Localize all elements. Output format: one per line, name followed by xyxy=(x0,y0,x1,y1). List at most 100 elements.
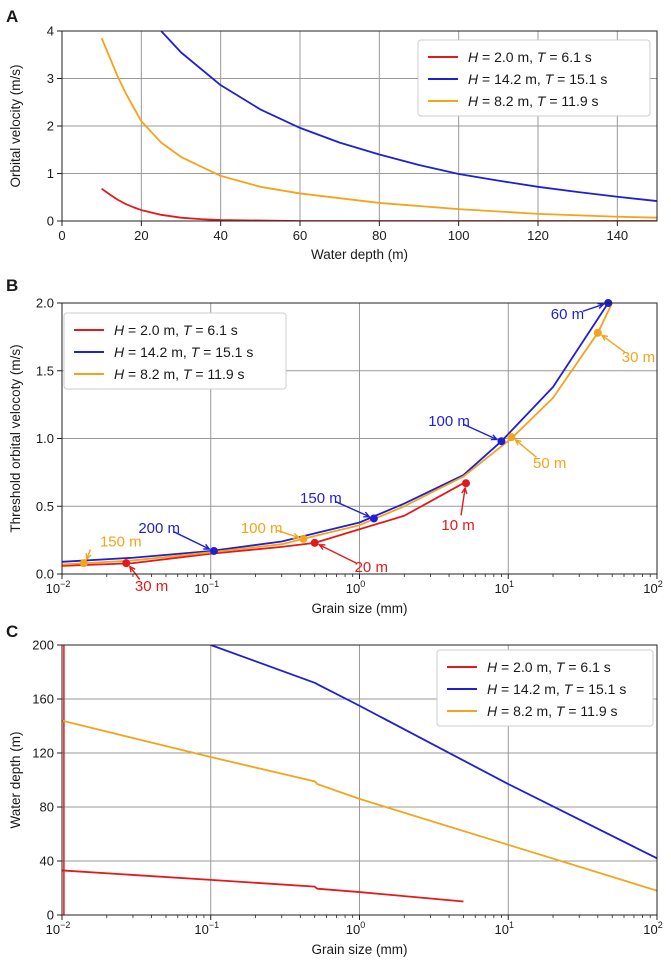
panel-a: A 0 20 40 60 80 100 120 140 0 1 2 3 4 Water depth (m) O… xyxy=(6,7,658,262)
x-tick-label: 100 xyxy=(448,228,470,243)
x-tick-label: 101 xyxy=(495,579,514,596)
y-tick-label: 1 xyxy=(47,166,54,181)
legend-equals: = xyxy=(191,322,207,338)
x-tick-exponent: 2 xyxy=(658,579,663,589)
x-tick-label: 60 xyxy=(293,228,307,243)
marker-dot-orange xyxy=(593,328,602,337)
marker-label: 30 m xyxy=(135,578,168,595)
legend-t-symbol: T xyxy=(183,366,193,382)
x-tick-label: 102 xyxy=(643,920,662,937)
marker-arrow-line xyxy=(463,423,498,441)
panel-label: B xyxy=(6,276,18,295)
legend-h-symbol: H xyxy=(468,71,479,87)
marker-label: 20 m xyxy=(355,559,388,576)
x-tick-label: 140 xyxy=(606,228,628,243)
y-tick-label: 0 xyxy=(47,908,54,923)
legend-h-value: 2.0 m xyxy=(140,322,175,338)
marker-label: 100 m xyxy=(428,413,470,430)
marker-arrow-line xyxy=(601,334,626,353)
y-tick-label: 1.0 xyxy=(36,431,54,446)
x-tick-base: 10 xyxy=(346,922,360,937)
legend-t-value: 6.1 s xyxy=(207,322,237,338)
x-tick-label: 40 xyxy=(213,228,227,243)
x-tick-exponent: 0 xyxy=(360,920,365,930)
marker-arrow-head xyxy=(597,302,605,309)
legend-t-symbol: T xyxy=(191,344,201,360)
legend-equals: = xyxy=(478,71,494,87)
x-tick-label: 101 xyxy=(495,920,514,937)
legend-box xyxy=(417,39,651,117)
legend-h-symbol: H xyxy=(487,681,498,697)
marker-arrow-head xyxy=(85,553,92,561)
x-tick-base: 10 xyxy=(643,581,657,596)
marker-label: 10 m xyxy=(441,517,474,534)
marker-arrow-head xyxy=(363,511,371,518)
marker-dot-red xyxy=(310,538,319,547)
legend-equals: = xyxy=(191,366,207,382)
marker-label: 100 m xyxy=(241,520,283,537)
series-line-red xyxy=(62,482,464,567)
legend-t-symbol: T xyxy=(556,703,566,719)
legend-t-value: 6.1 s xyxy=(580,659,610,675)
y-tick-label: 0 xyxy=(47,214,54,229)
legend-box xyxy=(63,312,287,390)
legend-separator: , xyxy=(556,681,564,697)
x-axis-title: Grain size (mm) xyxy=(311,942,407,957)
x-tick-label: 100 xyxy=(346,579,365,596)
marker-arrow-head xyxy=(600,334,609,342)
legend-h-symbol: H xyxy=(487,659,498,675)
x-tick-label: 10−1 xyxy=(194,579,219,596)
series-line-orange xyxy=(62,719,657,892)
x-tick-label: 102 xyxy=(643,579,662,596)
legend-equals: = xyxy=(478,49,494,65)
x-tick-label: 20 xyxy=(134,228,148,243)
legend-h-value: 8.2 m xyxy=(513,703,548,719)
legend-h-value: 14.2 m xyxy=(494,71,537,87)
x-tick-label: 120 xyxy=(527,228,549,243)
series-group xyxy=(62,303,614,567)
x-tick-exponent: −1 xyxy=(209,920,219,930)
marker-arrow-line xyxy=(460,488,466,516)
legend-h-value: 2.0 m xyxy=(494,49,529,65)
marker-dot-blue xyxy=(369,514,378,523)
legend-h-symbol: H xyxy=(114,366,125,382)
legend-h-symbol: H xyxy=(487,703,498,719)
legend-h-value: 14.2 m xyxy=(140,344,183,360)
series-line-red xyxy=(62,869,464,903)
y-tick-label: 120 xyxy=(32,746,54,761)
legend-h-symbol: H xyxy=(114,322,125,338)
y-tick-label: 200 xyxy=(32,638,54,653)
legend-t-value: 15.1 s xyxy=(569,71,607,87)
marker-arrow-line xyxy=(276,529,299,539)
marker-arrow-line xyxy=(582,303,604,312)
legend-separator: , xyxy=(529,93,537,109)
x-tick-label: 0 xyxy=(58,228,65,243)
marker-dot-orange xyxy=(79,559,88,568)
legend-t-value: 11.9 s xyxy=(561,93,598,109)
legend-h-value: 14.2 m xyxy=(513,681,556,697)
marker-label: 150 m xyxy=(300,490,342,507)
marker-arrow-head xyxy=(461,486,468,495)
series-line-blue xyxy=(62,303,609,563)
marker-arrow-head xyxy=(490,434,499,441)
x-axis-title: Water depth (m) xyxy=(311,247,408,262)
legend-t-value: 15.1 s xyxy=(588,681,626,697)
legend-separator: , xyxy=(175,366,183,382)
marker-dot-orange xyxy=(299,534,308,543)
legend-entry: H = 2.0 m, T = 6.1 s xyxy=(487,659,611,675)
x-tick-base: 10 xyxy=(346,581,360,596)
legend-equals: = xyxy=(497,703,513,719)
marker-arrow-head xyxy=(203,543,211,550)
y-tick-label: 80 xyxy=(40,800,54,815)
x-tick-exponent: −2 xyxy=(60,579,70,589)
legend-entry: H = 14.2 m, T = 15.1 s xyxy=(468,71,607,87)
legend-separator: , xyxy=(548,659,556,675)
legend-entry: H = 8.2 m, T = 11.9 s xyxy=(114,366,245,382)
x-tick-exponent: 0 xyxy=(360,579,365,589)
y-tick-label: 3 xyxy=(47,71,54,86)
series-line-blue xyxy=(210,645,657,860)
marker-dot-red xyxy=(122,559,131,568)
legend-h-symbol: H xyxy=(468,49,479,65)
marker-label: 200 m xyxy=(138,520,180,537)
